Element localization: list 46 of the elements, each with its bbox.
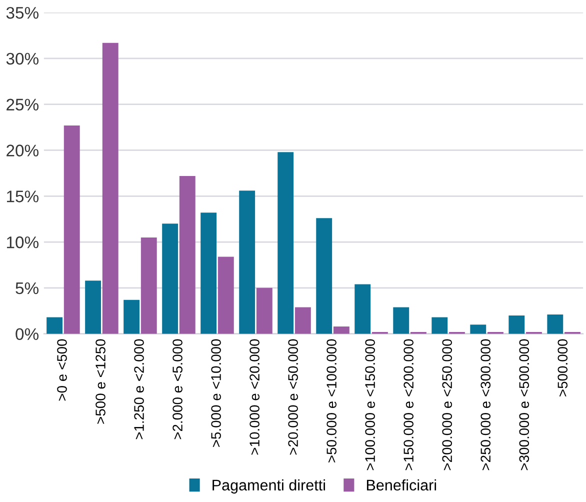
y-tick-label: 25% xyxy=(6,98,38,111)
x-tick-label: >50.000 e <100.000 xyxy=(326,339,336,462)
bar xyxy=(547,314,564,334)
bar xyxy=(64,125,80,334)
bar xyxy=(102,42,118,334)
x-tick-label: >10.000 e <20.000 xyxy=(250,339,260,455)
y-tick-label: 15% xyxy=(7,190,38,202)
bar xyxy=(278,152,294,334)
bar xyxy=(294,307,311,334)
bar xyxy=(85,280,102,334)
bar xyxy=(239,190,256,334)
x-tick-label: >2.000 e <5.000 xyxy=(172,339,182,440)
bar xyxy=(124,300,140,334)
bar xyxy=(179,176,196,334)
bar xyxy=(316,218,332,334)
x-tick-label: >500 e <1250 xyxy=(96,339,106,424)
bar xyxy=(256,288,272,334)
legend-label: Beneficiari xyxy=(366,479,436,491)
x-tick-label: >300.000 e <500.000 xyxy=(519,339,530,470)
x-tick-label: >250.000 e <300.000 xyxy=(480,339,491,470)
x-tick-label: >200.000 e <250.000 xyxy=(442,339,452,470)
x-tick-label: >100.000 e <150.000 xyxy=(365,339,375,470)
x-tick-label: >5.000 e <10.000 xyxy=(211,339,221,447)
bar xyxy=(218,256,234,334)
x-tick-label: >20.000 e <50.000 xyxy=(288,339,298,455)
bar xyxy=(470,324,486,334)
y-tick-label: 30% xyxy=(6,52,38,65)
x-tick-label: >1.250 e <2.000 xyxy=(134,339,144,440)
x-tick-label: >150.000 e <200.000 xyxy=(404,339,414,470)
y-tick-label: 0% xyxy=(16,328,38,340)
x-tick-label: >0 e <500 xyxy=(57,339,67,401)
bar xyxy=(46,317,63,334)
bar xyxy=(393,307,410,334)
y-tick-label: 35% xyxy=(6,6,38,19)
bar xyxy=(508,315,525,334)
y-tick-label: 10% xyxy=(7,236,38,248)
legend-label: Pagamenti diretti xyxy=(212,479,325,494)
bar xyxy=(354,284,371,334)
y-tick-label: 20% xyxy=(6,144,38,156)
y-tick-label: 5% xyxy=(16,282,38,294)
bar xyxy=(200,212,217,334)
bar xyxy=(162,224,178,334)
x-tick-label: >500.000 xyxy=(558,339,568,396)
bar xyxy=(140,237,157,334)
bar xyxy=(432,317,448,334)
bar xyxy=(333,326,350,334)
